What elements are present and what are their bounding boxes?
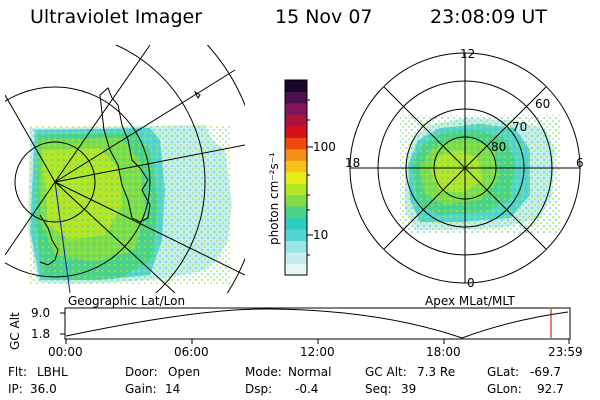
- date-label: 15 Nov 07: [275, 6, 373, 28]
- polar-map-caption: Apex MLat/MLT: [425, 294, 515, 308]
- mode-value: Normal: [288, 365, 332, 379]
- colorbar-cell: [285, 148, 307, 161]
- glat-value: -69.7: [530, 365, 562, 379]
- colorbar-cell: [285, 91, 307, 104]
- ip-label: IP:: [8, 382, 23, 396]
- mlt-label-18: 18: [345, 156, 361, 170]
- dsp-label: Dsp:: [245, 382, 273, 396]
- altitude-xtick-1200: 12:00: [300, 345, 335, 359]
- altitude-ylabel: GC Alt: [8, 312, 22, 350]
- colorbar-unit-label: photon cm⁻²s⁻¹: [267, 152, 281, 245]
- altitude-xtick-2359: 23:59: [548, 345, 583, 359]
- mlt-label-12: 12: [460, 47, 476, 61]
- colorbar-cell: [285, 183, 307, 196]
- glon-value: 92.7: [537, 382, 564, 396]
- altitude-ytick-high: 9.0: [31, 306, 51, 320]
- glon-label: GLon:: [487, 382, 522, 396]
- mlat-label-80: 80: [491, 140, 507, 154]
- colorbar-cell: [285, 217, 307, 230]
- mlt-label-6: 6: [576, 156, 584, 170]
- gc-alt-value: 7.3 Re: [417, 365, 456, 379]
- colorbar-cell: [285, 102, 307, 115]
- colorbar-cell: [285, 125, 307, 138]
- gain-value: 14: [165, 382, 181, 396]
- colorbar-cell: [285, 263, 307, 276]
- ip-value: 36.0: [30, 382, 57, 396]
- door-label: Door:: [125, 365, 158, 379]
- instrument-title: Ultraviolet Imager: [30, 6, 203, 28]
- dsp-value: -0.4: [295, 382, 319, 396]
- colorbar-cell: [285, 206, 307, 219]
- gc-alt-label: GC Alt:: [365, 365, 407, 379]
- colorbar-cell: [285, 160, 307, 173]
- seq-value: 39: [401, 382, 417, 396]
- colorbar-cell: [285, 114, 307, 127]
- gain-label: Gain:: [125, 382, 157, 396]
- colorbar: [284, 79, 313, 276]
- colorbar-cell: [285, 171, 307, 184]
- door-value: Open: [168, 365, 201, 379]
- altitude-ytick-low: 1.8: [31, 327, 51, 341]
- colorbar-cell: [285, 240, 307, 253]
- colorbar-tick-10: 10: [313, 228, 329, 242]
- filter-label: Flt:: [8, 365, 27, 379]
- polar-map: [349, 52, 581, 284]
- filter-value: LBHL: [37, 365, 68, 379]
- colorbar-cell: [285, 194, 307, 207]
- altitude-plot: [60, 307, 571, 344]
- colorbar-cell: [285, 137, 307, 150]
- geographic-map-caption: Geographic Lat/Lon: [68, 294, 186, 308]
- time-label: 23:08:09 UT: [430, 6, 547, 28]
- seq-label: Seq:: [365, 382, 392, 396]
- glat-label: GLat:: [487, 365, 520, 379]
- colorbar-cell: [285, 229, 307, 242]
- mode-label: Mode:: [245, 365, 282, 379]
- geographic-map: [5, 45, 245, 293]
- mlat-label-70: 70: [512, 120, 528, 134]
- colorbar-cell: [285, 252, 307, 265]
- altitude-xtick-0000: 00:00: [48, 345, 83, 359]
- colorbar-cell: [285, 80, 307, 92]
- mlt-label-0: 0: [467, 276, 475, 290]
- colorbar-tick-100: 100: [313, 140, 336, 154]
- mlat-label-60: 60: [535, 97, 551, 111]
- altitude-xtick-1800: 18:00: [426, 345, 461, 359]
- altitude-xtick-0600: 06:00: [174, 345, 209, 359]
